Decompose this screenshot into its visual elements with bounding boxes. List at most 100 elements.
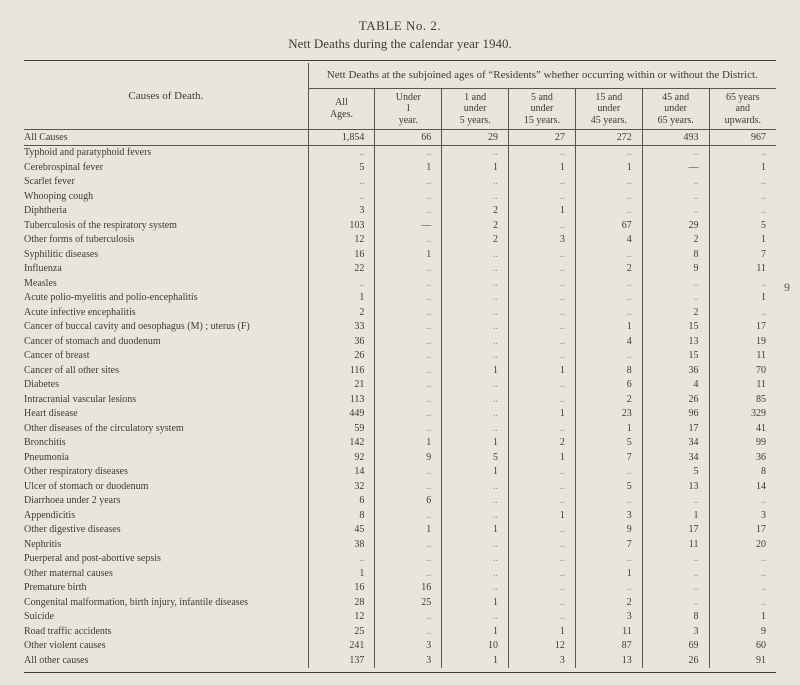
cell: ..: [375, 537, 442, 552]
table-row: Syphilitic diseases161......87: [24, 247, 776, 262]
cell: ..: [442, 334, 509, 349]
cell: 9: [575, 523, 642, 538]
cause-cell: Ulcer of stomach or duodenum: [24, 479, 308, 494]
cell: 32: [308, 479, 375, 494]
cell: ..: [442, 581, 509, 596]
cell: ..: [375, 320, 442, 335]
cell: 45: [308, 523, 375, 538]
cell: 1: [509, 508, 576, 523]
cell: ..: [442, 175, 509, 190]
cell: ..: [509, 291, 576, 306]
cell: —: [642, 160, 709, 175]
cell: 1: [375, 160, 442, 175]
col-under-1: Under1year.: [375, 89, 442, 130]
cell: ..: [709, 146, 776, 161]
cell: ..: [442, 291, 509, 306]
cause-cell: Nephritis: [24, 537, 308, 552]
table-row: Cancer of buccal cavity and oesophagus (…: [24, 320, 776, 335]
cell: 16: [375, 581, 442, 596]
cause-cell: Cancer of stomach and duodenum: [24, 334, 308, 349]
cell: ..: [442, 508, 509, 523]
cell: 5: [575, 479, 642, 494]
side-page-number: 9: [784, 280, 790, 295]
table-row: Cerebrospinal fever51111—1: [24, 160, 776, 175]
cause-cell: Measles: [24, 276, 308, 291]
cell: 6: [575, 378, 642, 393]
cell: 12: [308, 233, 375, 248]
cell: 1: [709, 233, 776, 248]
cell: 22: [308, 262, 375, 277]
cell: ..: [442, 247, 509, 262]
cell: ..: [575, 291, 642, 306]
cell: ..: [509, 276, 576, 291]
cell: 28: [308, 595, 375, 610]
cell: ..: [642, 146, 709, 161]
cell: ..: [442, 276, 509, 291]
all-causes-row: All Causes 1,854 66 29 27 272 493 967: [24, 130, 776, 145]
cell: ..: [375, 305, 442, 320]
cell: ..: [375, 189, 442, 204]
cell: 241: [308, 639, 375, 654]
cell: 13: [642, 479, 709, 494]
cell: 493: [642, 130, 709, 145]
cell: ..: [375, 334, 442, 349]
cell: ..: [575, 305, 642, 320]
cell: ..: [375, 378, 442, 393]
cell: ..: [575, 276, 642, 291]
cell: 272: [575, 130, 642, 145]
cell: 1: [709, 160, 776, 175]
cell: 21: [308, 378, 375, 393]
col-15-45: 15 andunder45 years.: [575, 89, 642, 130]
cause-cell: Whooping cough: [24, 189, 308, 204]
table-row: Measles..............: [24, 276, 776, 291]
table-row: Intracranial vascular lesions113......22…: [24, 392, 776, 407]
table-row: Pneumonia9295173436: [24, 450, 776, 465]
cell: 1: [575, 566, 642, 581]
cell: 11: [709, 349, 776, 364]
cell: 1: [375, 523, 442, 538]
cell: 17: [709, 320, 776, 335]
cell: 29: [442, 130, 509, 145]
cell: 17: [709, 523, 776, 538]
cell: 96: [642, 407, 709, 422]
cell: 113: [308, 392, 375, 407]
cell: ..: [509, 262, 576, 277]
cell: ..: [442, 320, 509, 335]
cell: ..: [442, 407, 509, 422]
cell: 7: [709, 247, 776, 262]
cause-cell: Other digestive diseases: [24, 523, 308, 538]
cause-cell: Other forms of tuberculosis: [24, 233, 308, 248]
cell: ..: [442, 421, 509, 436]
cell: 20: [709, 537, 776, 552]
cell: ..: [575, 465, 642, 480]
cell: 8: [642, 247, 709, 262]
cell: 2: [575, 262, 642, 277]
cell: 2: [642, 305, 709, 320]
cell: 1,854: [308, 130, 375, 145]
cell: 1: [509, 204, 576, 219]
data-body: Typhoid and paratyphoid fevers..........…: [24, 146, 776, 668]
cell: 11: [642, 537, 709, 552]
cell: 5: [442, 450, 509, 465]
table-row: Typhoid and paratyphoid fevers..........…: [24, 146, 776, 161]
cell: 13: [575, 653, 642, 668]
cause-cell: Heart disease: [24, 407, 308, 422]
cell: ..: [642, 595, 709, 610]
cell: 1: [442, 363, 509, 378]
cell: 3: [575, 508, 642, 523]
cell: 9: [375, 450, 442, 465]
cell: 25: [308, 624, 375, 639]
cell: ..: [308, 276, 375, 291]
cell: 36: [308, 334, 375, 349]
cell: ..: [575, 349, 642, 364]
table-row: Premature birth1616..........: [24, 581, 776, 596]
cell: 2: [442, 204, 509, 219]
table-row: Scarlet fever..............: [24, 175, 776, 190]
cell: 4: [575, 334, 642, 349]
table-row: Other forms of tuberculosis12..23421: [24, 233, 776, 248]
cell: ..: [509, 247, 576, 262]
deaths-table: Causes of Death. Nett Deaths at the subj…: [24, 63, 776, 668]
cell: 23: [575, 407, 642, 422]
cell: 17: [642, 421, 709, 436]
cell: ..: [442, 349, 509, 364]
